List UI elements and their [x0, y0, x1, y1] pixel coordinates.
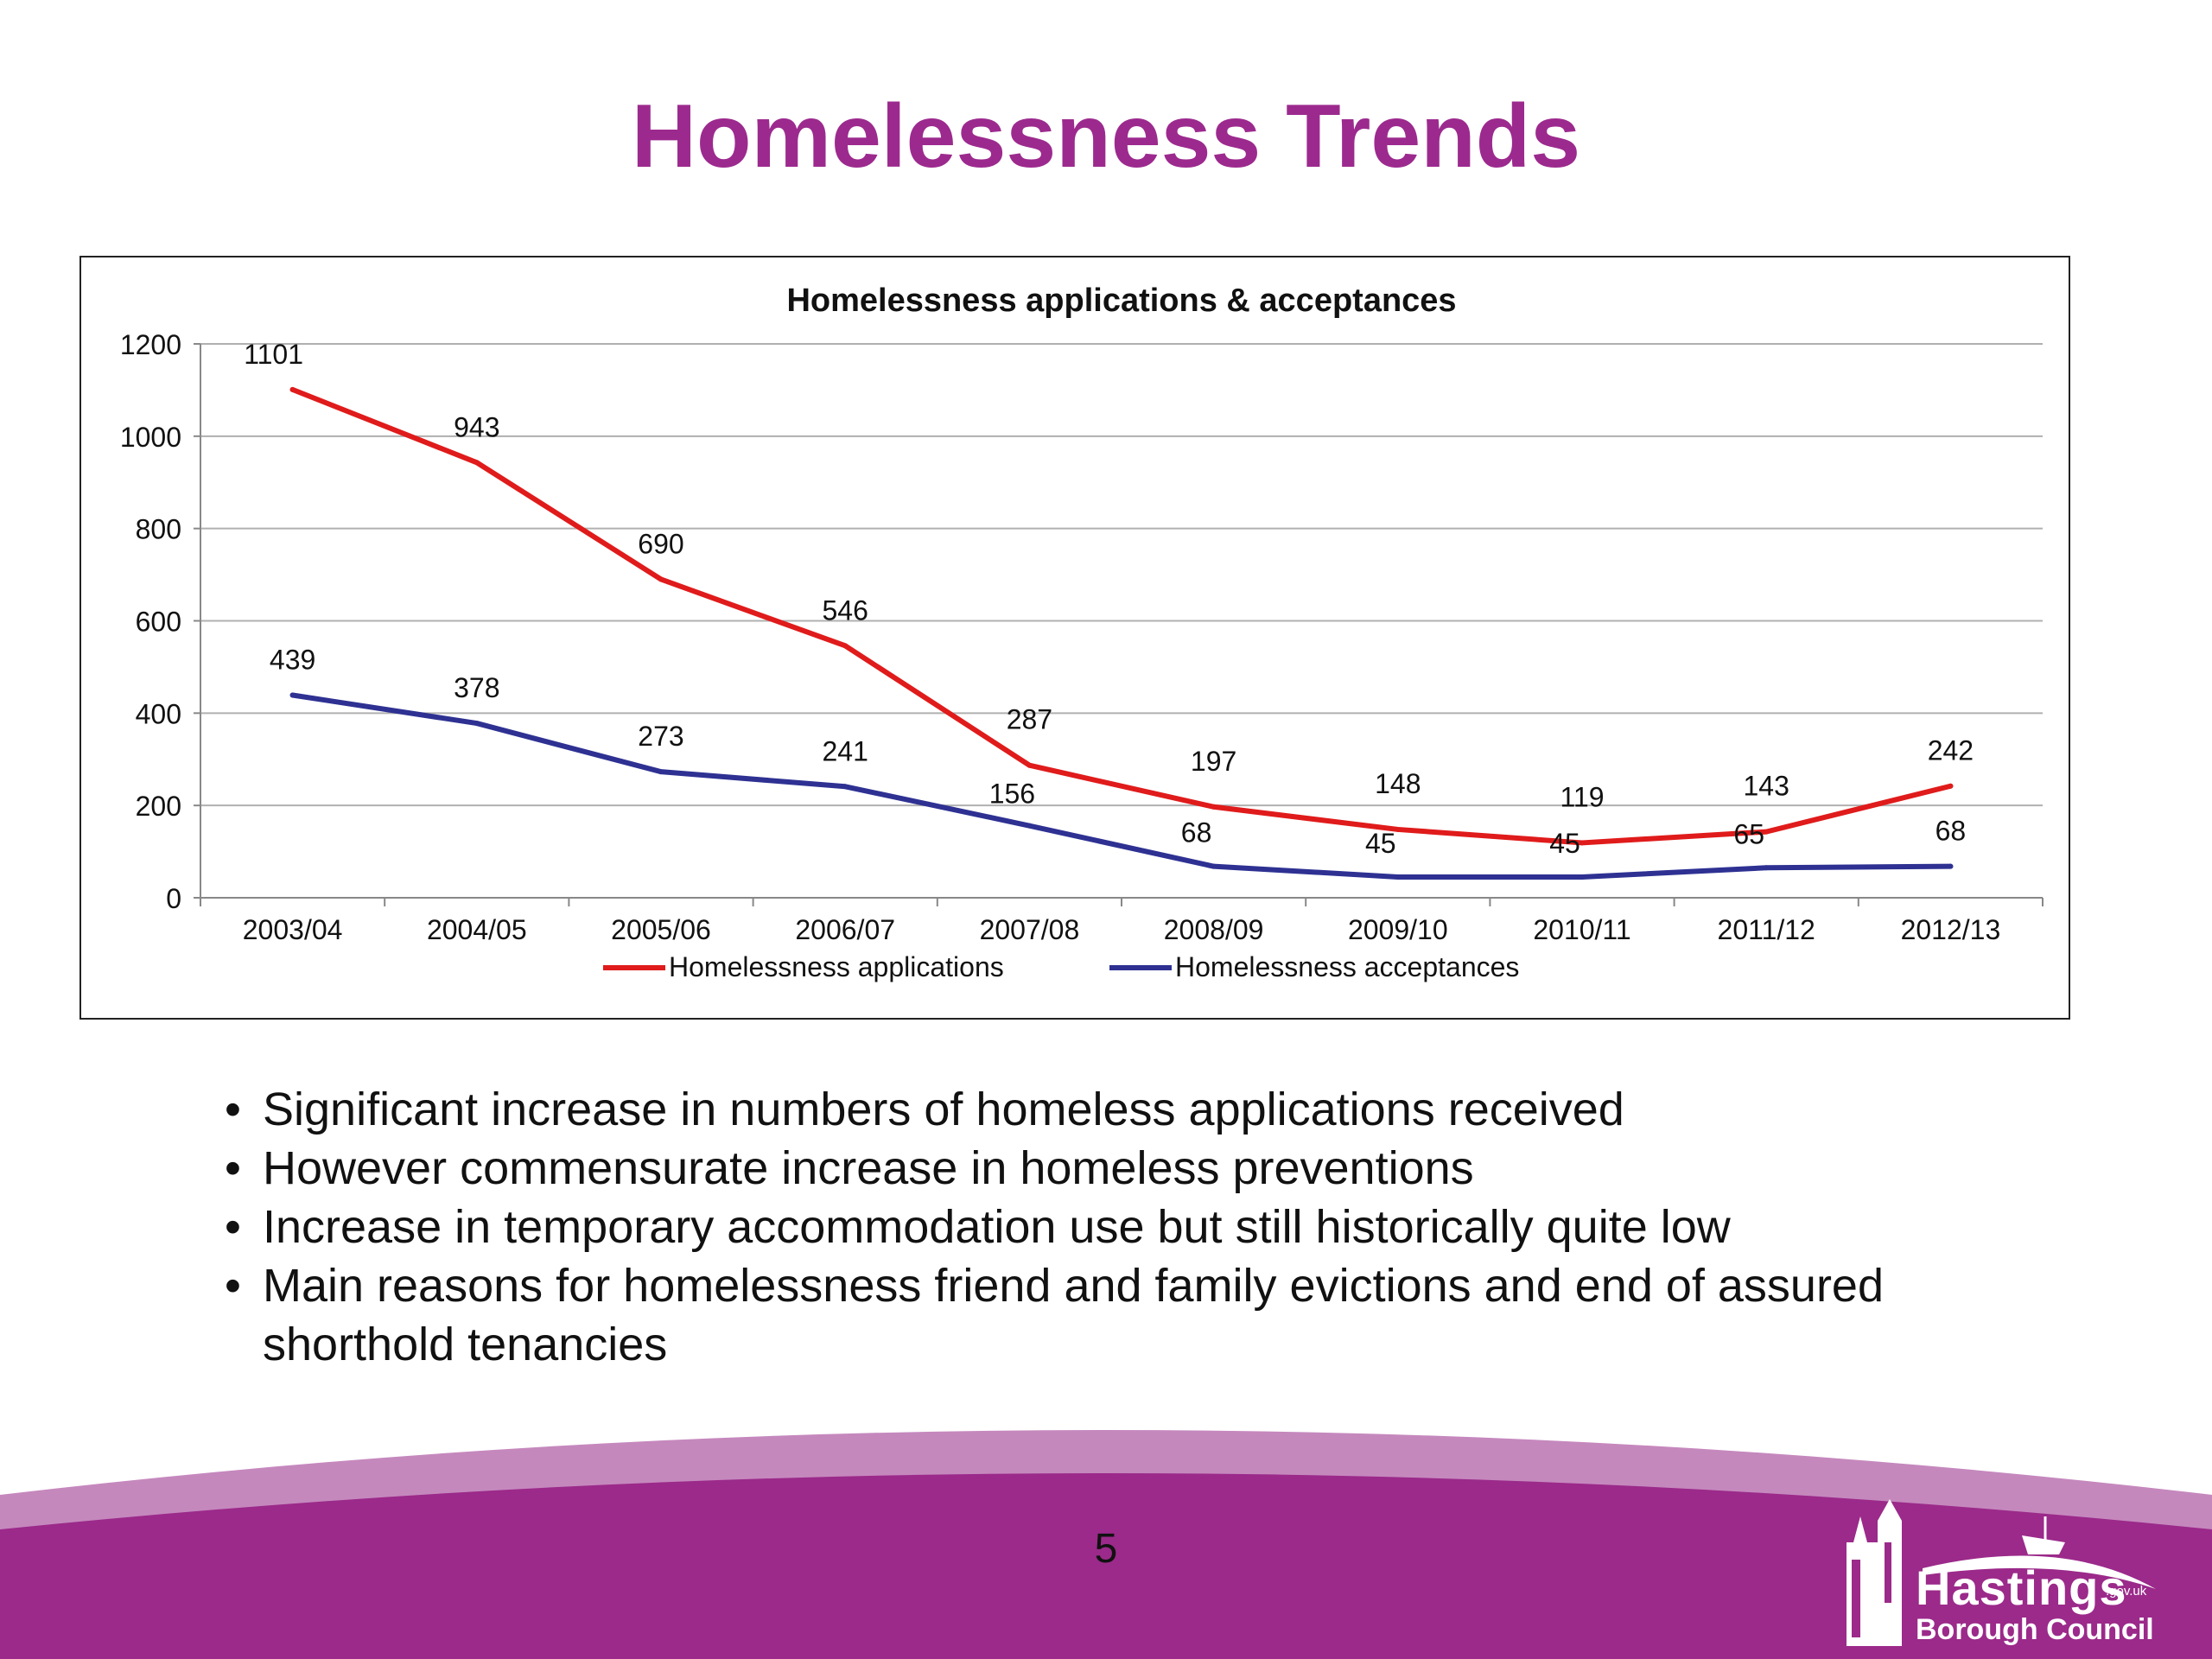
- data-point: [1764, 865, 1770, 871]
- data-point: [1580, 840, 1585, 846]
- bullet-item: • Main reasons for homelessness friend a…: [225, 1256, 1956, 1374]
- x-tick-label: 2010/11: [1533, 914, 1630, 945]
- slide-title: Homelessness Trends: [631, 86, 1581, 187]
- data-point: [1395, 874, 1401, 880]
- data-point: [474, 460, 480, 466]
- y-tick-label: 800: [136, 514, 181, 545]
- castle-boat-icon: [1847, 1499, 2156, 1646]
- data-label: 68: [1936, 816, 1967, 847]
- x-tick-label: 2009/10: [1348, 914, 1448, 945]
- legend-label: Homelessness applications: [669, 951, 1004, 982]
- bullet-item: • Increase in temporary accommodation us…: [225, 1198, 2039, 1256]
- data-label: 148: [1375, 768, 1421, 799]
- data-point: [1580, 874, 1585, 880]
- data-label: 242: [1928, 735, 1974, 766]
- legend-label: Homelessness acceptances: [1175, 951, 1519, 982]
- data-point: [1211, 804, 1217, 810]
- bullet-text: Increase in temporary accommodation use …: [263, 1201, 1731, 1253]
- x-tick-label: 2005/06: [611, 914, 711, 945]
- x-tick-label: 2004/05: [427, 914, 527, 945]
- data-label: 45: [1365, 828, 1396, 859]
- hastings-logo: Hastings .gov.uk Borough Council: [1836, 1482, 2182, 1659]
- bullet-list: • Significant increase in numbers of hom…: [225, 1080, 2039, 1374]
- y-tick-label: 600: [136, 607, 181, 638]
- footer-swoosh: [0, 1430, 2212, 1659]
- y-tick-label: 200: [136, 791, 181, 822]
- line-chart: Homelessness applications & acceptances 0…: [120, 283, 2044, 982]
- y-tick-label: 1000: [120, 422, 181, 453]
- data-label: 943: [454, 411, 499, 442]
- data-label: 65: [1733, 818, 1764, 849]
- data-point: [1027, 762, 1033, 768]
- bullet-text: Significant increase in numbers of homel…: [263, 1084, 1624, 1135]
- data-point: [289, 386, 296, 392]
- data-point: [842, 784, 849, 790]
- data-point: [658, 769, 664, 775]
- bullet-text: Main reasons for homelessness friend and…: [263, 1260, 1884, 1370]
- bullet-item: • However commensurate increase in homel…: [225, 1139, 2039, 1198]
- data-point: [842, 643, 849, 649]
- data-point: [1027, 823, 1033, 829]
- footer-swoosh-dark: [0, 1473, 2212, 1659]
- data-label: 241: [823, 735, 868, 766]
- data-label: 1101: [244, 339, 303, 370]
- data-label: 197: [1191, 746, 1236, 777]
- data-point: [1948, 783, 1954, 789]
- data-label: 273: [638, 721, 683, 752]
- bullet-text: However commensurate increase in homeles…: [263, 1142, 1474, 1194]
- logo-domain: .gov.uk: [2106, 1584, 2147, 1599]
- y-tick-label: 0: [166, 883, 181, 914]
- data-point: [1211, 863, 1217, 869]
- x-tick-label: 2006/07: [795, 914, 895, 945]
- data-label: 156: [989, 779, 1035, 810]
- bullet-symbol: •: [225, 1142, 241, 1194]
- data-point: [1948, 863, 1954, 869]
- bullet-symbol: •: [225, 1260, 241, 1312]
- data-point: [474, 721, 480, 727]
- x-tick-label: 2011/12: [1718, 914, 1815, 945]
- bullet-symbol: •: [225, 1084, 241, 1135]
- data-label: 378: [454, 672, 499, 703]
- bullet-item: • Significant increase in numbers of hom…: [225, 1080, 2039, 1139]
- data-label: 546: [823, 594, 868, 626]
- series-line-applications: [289, 386, 1954, 846]
- logo-wordmark: Hastings: [1916, 1560, 2127, 1615]
- data-label: 439: [270, 645, 315, 676]
- x-tick-label: 2003/04: [243, 914, 343, 945]
- data-label: 690: [638, 528, 683, 559]
- data-label: 68: [1181, 817, 1212, 849]
- logo-subtitle: Borough Council: [1916, 1613, 2154, 1646]
- y-tick-label: 1200: [120, 329, 181, 360]
- data-label: 45: [1549, 828, 1580, 859]
- x-tick-label: 2008/09: [1164, 914, 1264, 945]
- chart-title: Homelessness applications & acceptances: [786, 283, 1456, 319]
- data-point: [289, 692, 296, 698]
- bullet-symbol: •: [225, 1201, 241, 1253]
- chart-container: Homelessness applications & acceptances 0…: [79, 256, 2070, 1020]
- x-tick-label: 2007/08: [980, 914, 1080, 945]
- data-point: [1764, 829, 1770, 835]
- data-label: 143: [1744, 771, 1789, 802]
- data-label: 119: [1560, 781, 1604, 812]
- y-tick-label: 400: [136, 698, 181, 729]
- data-point: [658, 576, 664, 582]
- data-point: [1395, 826, 1401, 832]
- data-label: 287: [1007, 704, 1052, 735]
- page-number: 5: [1094, 1526, 1118, 1572]
- series-line-acceptances: [289, 692, 1954, 880]
- x-tick-label: 2012/13: [1901, 914, 2001, 945]
